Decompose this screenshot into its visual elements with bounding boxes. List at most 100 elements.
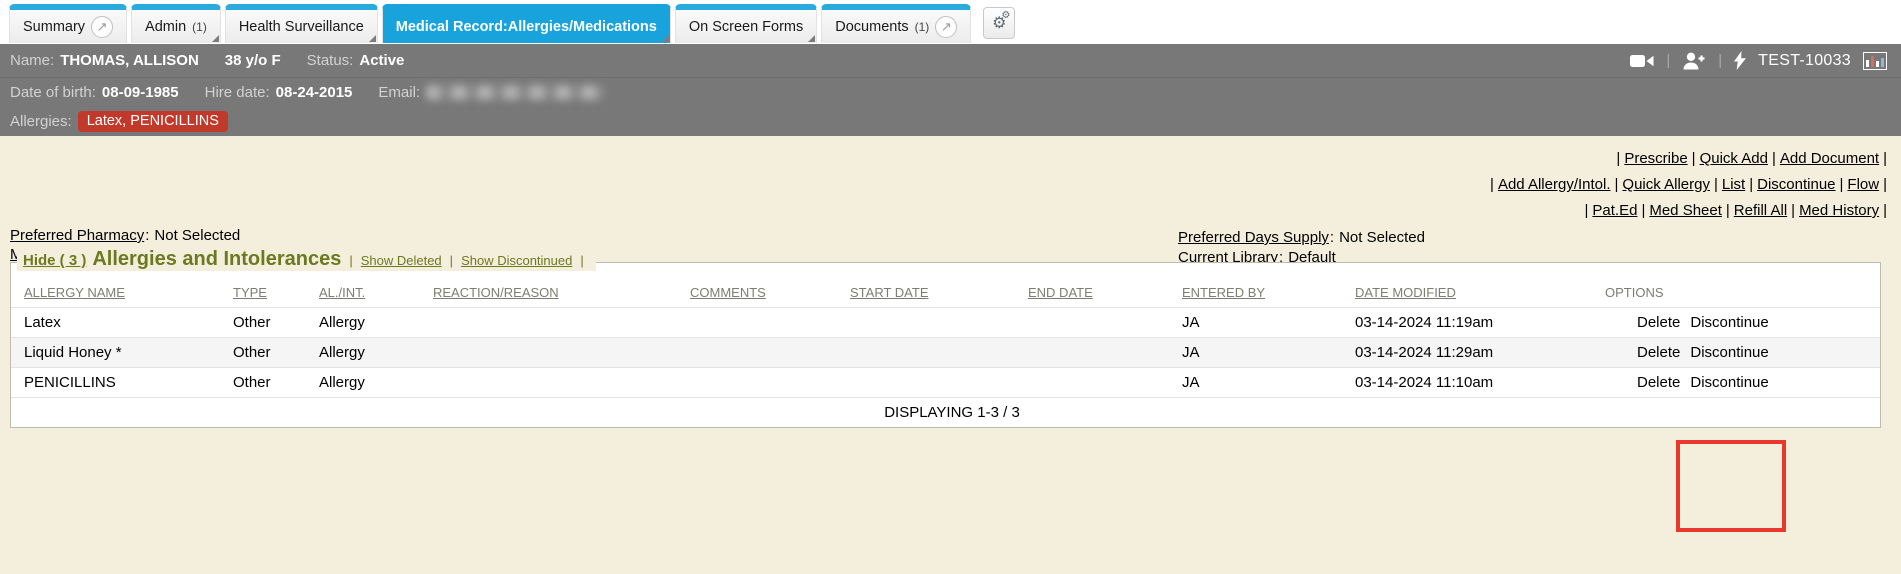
cell-entered-by: JA (1182, 343, 1200, 361)
tab-documents[interactable]: Documents (1) ↗ (821, 4, 972, 43)
preferred-pharmacy-row: Preferred Pharmacy Not Selected (10, 226, 431, 245)
tab-summary-label: Summary (23, 18, 86, 35)
library-info-block: Preferred Days Supply Not Selected Curren… (1178, 228, 1425, 268)
paging-status: DISPLAYING 1-3 / 3 (884, 403, 1020, 421)
preferred-days-supply-link[interactable]: Preferred Days Supply (1178, 229, 1334, 246)
cell-entered-by: JA (1182, 373, 1200, 391)
discontinue-row-button[interactable]: Discontinue (1690, 373, 1769, 391)
tab-on-screen-forms-label: On Screen Forms (688, 18, 804, 35)
tab-medical-record-label: Medical Record:Allergies/Medications (395, 18, 657, 35)
preferred-days-supply-row: Preferred Days Supply Not Selected (1178, 228, 1425, 248)
quick-allergy-link[interactable]: Quick Allergy (1622, 176, 1710, 193)
add-document-link[interactable]: Add Document (1779, 150, 1880, 167)
pat-ed-link[interactable]: Pat.Ed (1592, 202, 1638, 219)
hide-section-link[interactable]: Hide ( 3 ) (23, 252, 87, 269)
cell-options: Delete Discontinue (1605, 307, 1880, 337)
show-discontinued-link[interactable]: Show Discontinued (461, 253, 573, 268)
patient-banner-row1: Name: THOMAS, ALLISON 38 y/o F Status: A… (0, 44, 1901, 78)
col-date-modified[interactable]: DATE MODIFIED (1355, 285, 1456, 301)
col-reaction-reason[interactable]: REACTION/REASON (433, 285, 559, 301)
current-library-link[interactable]: Current Library (1178, 249, 1283, 266)
cell-entered-by: JA (1182, 313, 1200, 331)
patient-name: THOMAS, ALLISON (60, 52, 199, 69)
settings-gear-button[interactable]: ⚙ ⚙ (983, 7, 1016, 39)
patient-dob: 08-09-1985 (101, 84, 179, 101)
delete-row-button[interactable]: Delete (1637, 313, 1681, 331)
quick-actions-bolt-icon[interactable] (1734, 51, 1747, 70)
cell-type: Other (233, 343, 271, 361)
cell-options: Delete Discontinue (1605, 337, 1880, 367)
allergy-row-penicillins: PENICILLINS Other Allergy JA 03-14-2024 … (11, 367, 1880, 397)
refill-all-link[interactable]: Refill All (1733, 202, 1788, 219)
col-al-int[interactable]: AL./INT. (319, 285, 366, 301)
tab-medical-record-allergies-medications[interactable]: Medical Record:Allergies/Medications (381, 4, 671, 43)
allergies-section-header: Hide ( 3 ) Allergies and Intolerances Sh… (17, 248, 596, 271)
add-user-icon[interactable] (1682, 52, 1706, 70)
cell-allergy-name: Liquid Honey * (24, 343, 122, 361)
cell-type: Other (233, 373, 271, 391)
allergies-label: Allergies: (10, 113, 72, 130)
gear-small-icon: ⚙ (1001, 10, 1011, 21)
current-library-row: Current Library Default (1178, 248, 1425, 268)
delete-row-button[interactable]: Delete (1637, 373, 1681, 391)
med-history-link[interactable]: Med History (1799, 202, 1880, 219)
preferred-pharmacy-link[interactable]: Preferred Pharmacy (10, 227, 149, 244)
tab-documents-label: Documents (835, 18, 909, 35)
tab-admin-count: (1) (192, 19, 207, 34)
cell-options: Delete Discontinue (1605, 367, 1880, 397)
flow-link[interactable]: Flow (1847, 176, 1880, 193)
delete-row-button[interactable]: Delete (1637, 343, 1681, 361)
cell-comments (690, 367, 850, 397)
quick-add-link[interactable]: Quick Add (1699, 150, 1768, 167)
col-start-date[interactable]: START DATE (850, 285, 929, 301)
allergies-badge[interactable]: Latex, PENICILLINS (77, 111, 228, 132)
cell-comments (690, 307, 850, 337)
tab-on-screen-forms[interactable]: On Screen Forms (674, 4, 818, 43)
cell-start-date (850, 367, 1028, 397)
email-label: Email: (378, 84, 421, 101)
tab-health-surveillance[interactable]: Health Surveillance (224, 4, 378, 43)
tab-bar: Summary ↗ Admin (1) Health Surveillance … (0, 0, 1901, 44)
cell-end-date (1028, 307, 1182, 337)
cell-reaction (433, 337, 690, 367)
action-links-row3: Pat.Ed Med Sheet Refill All Med History (1486, 198, 1892, 224)
discontinue-row-button[interactable]: Discontinue (1690, 313, 1769, 331)
status-label: Status: (306, 52, 354, 69)
col-allergy-name[interactable]: ALLERGY NAME (24, 285, 125, 301)
tab-admin[interactable]: Admin (1) (131, 4, 221, 43)
med-sheet-link[interactable]: Med Sheet (1649, 202, 1722, 219)
col-entered-by[interactable]: ENTERED BY (1182, 285, 1266, 301)
tab-admin-label: Admin (145, 18, 187, 35)
cell-allergy-name: PENICILLINS (24, 373, 116, 391)
table-footer-row: DISPLAYING 1-3 / 3 (11, 397, 1880, 427)
discontinue-link[interactable]: Discontinue (1757, 176, 1836, 193)
chart-icon[interactable] (1863, 51, 1887, 70)
patient-hire-date: 08-24-2015 (275, 84, 353, 101)
col-options: OPTIONS (1605, 285, 1664, 301)
popout-icon[interactable]: ↗ (91, 15, 114, 38)
discontinue-row-button[interactable]: Discontinue (1690, 343, 1769, 361)
tab-summary[interactable]: Summary ↗ (9, 4, 128, 43)
list-link[interactable]: List (1721, 176, 1746, 193)
col-end-date[interactable]: END DATE (1028, 285, 1093, 301)
add-allergy-intol-link[interactable]: Add Allergy/Intol. (1497, 176, 1611, 193)
dob-label: Date of birth: (10, 84, 96, 101)
show-deleted-link[interactable]: Show Deleted (360, 253, 442, 268)
preferred-days-supply-value: Not Selected (1339, 229, 1425, 246)
popout-icon[interactable]: ↗ (935, 15, 958, 38)
tab-health-surveillance-label: Health Surveillance (238, 18, 364, 35)
cell-date-modified: 03-14-2024 11:29am (1355, 343, 1494, 361)
cell-comments (690, 337, 850, 367)
action-links: Prescribe Quick Add Add Document Add Aller… (1486, 146, 1891, 224)
patient-banner-row2: Date of birth: 08-09-1985 Hire date: 08-… (0, 78, 1901, 107)
col-comments[interactable]: COMMENTS (690, 285, 766, 301)
email-value-redacted (426, 85, 605, 100)
cell-al-int: Allergy (319, 313, 365, 331)
col-type[interactable]: TYPE (233, 285, 267, 301)
hire-date-label: Hire date: (204, 84, 270, 101)
prescribe-link[interactable]: Prescribe (1624, 150, 1688, 167)
patient-banner: Name: THOMAS, ALLISON 38 y/o F Status: A… (0, 44, 1901, 136)
cell-reaction (433, 307, 690, 337)
video-call-icon[interactable] (1630, 53, 1654, 69)
